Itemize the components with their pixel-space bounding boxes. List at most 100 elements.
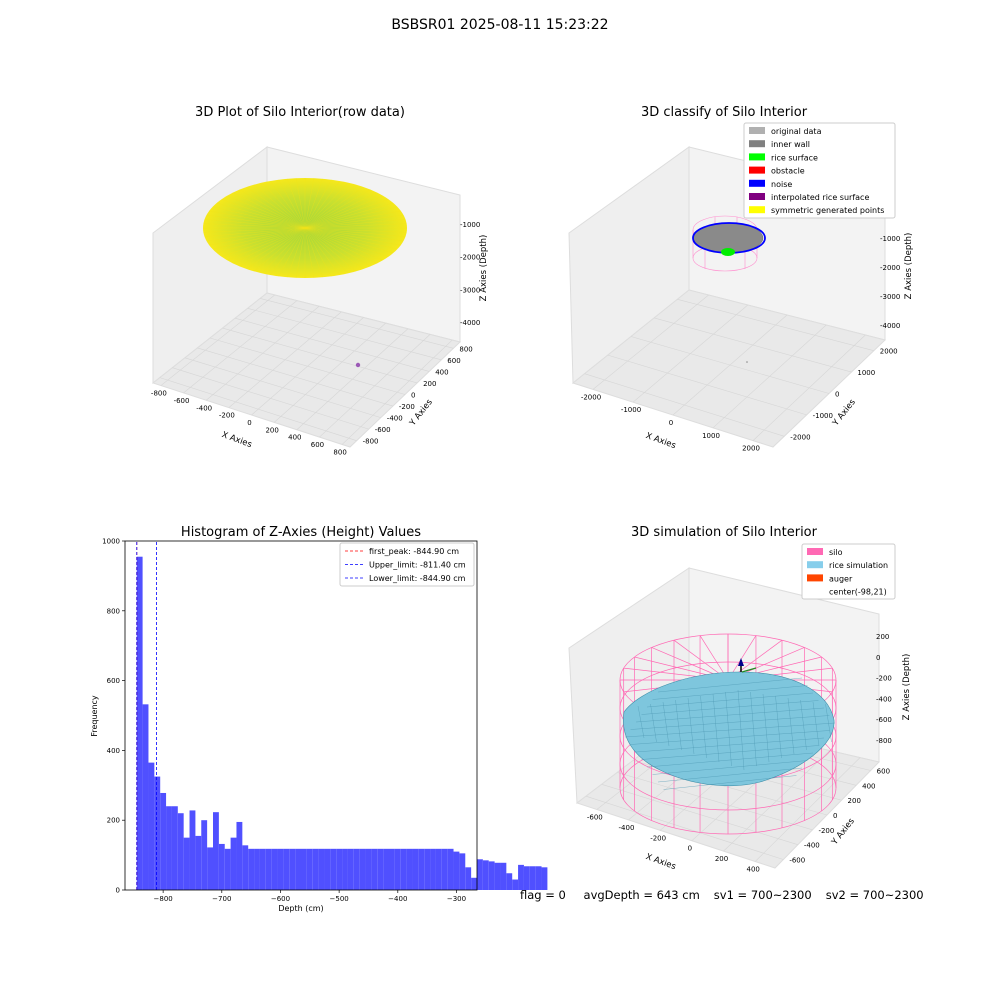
histogram-bar — [377, 848, 384, 890]
legend-swatch — [749, 140, 765, 148]
x-tick-label: −400 — [388, 895, 407, 903]
y-tick-label: 0 — [833, 812, 837, 820]
legend-label: Upper_limit: -811.40 cm — [369, 561, 466, 570]
histogram-bar — [441, 848, 448, 890]
x-tick-label: -600 — [174, 397, 190, 405]
histogram-bar — [277, 848, 284, 890]
mesh-line — [630, 715, 830, 730]
axis-ticks: −800 −700 −600 −500 −400 −300 0 200 400 600 800 100… — [102, 538, 466, 904]
y-tick-label: 200 — [848, 797, 861, 805]
axis-ticks: -2000-1000010002000-2000-10000100020000-… — [581, 206, 901, 453]
histogram-bar — [447, 848, 454, 890]
mesh-line — [646, 752, 814, 768]
mesh-line — [712, 693, 720, 763]
mesh-line — [635, 707, 825, 723]
histogram-bar — [230, 837, 237, 890]
histogram-title: Histogram of Z-Axies (Height) Values — [181, 525, 421, 540]
mesh-line — [657, 677, 803, 693]
simulation-title: 3D simulation of Silo Interior — [631, 525, 818, 540]
legend-swatch — [749, 193, 765, 200]
histogram-bar — [359, 848, 366, 890]
histogram-bar — [394, 848, 401, 890]
y-tick-label: 600 — [107, 677, 120, 685]
x-tick-label: −500 — [330, 895, 349, 903]
panel-histogram: Histogram of Z-Axies (Height) Values −80… — [90, 525, 548, 913]
histogram-bar — [183, 837, 190, 890]
stray-point — [746, 361, 748, 363]
histogram-bar — [171, 806, 178, 890]
mesh-line — [762, 693, 770, 763]
x-tick-label: −300 — [447, 895, 466, 903]
y-tick-label: -400 — [804, 842, 820, 850]
legend-label: auger — [829, 574, 853, 583]
legend: silo rice simulation auger center(-98,21) — [807, 548, 888, 597]
avg-depth-text: avgDepth = 643 cm — [583, 888, 700, 902]
z-tick-label: -4000 — [460, 319, 480, 327]
y-tick-label: 200 — [423, 380, 436, 388]
histogram-bar — [424, 848, 431, 890]
histogram-bar — [254, 848, 260, 890]
mesh-line — [657, 767, 803, 783]
x-tick-label: -1000 — [621, 406, 641, 414]
y-tick-label: -600 — [375, 426, 391, 434]
flag-text: flag = 0 — [520, 888, 566, 902]
mesh-line — [652, 685, 808, 700]
y-tick-label: -200 — [818, 827, 834, 835]
z-tick-label: -2000 — [880, 264, 900, 272]
raw-points-rays — [203, 178, 407, 278]
histogram-bar — [160, 792, 167, 890]
x-tick-label: 0 — [669, 419, 673, 427]
z-tick-label: 200 — [876, 633, 889, 641]
y-tick-label: 800 — [459, 345, 472, 353]
legend-swatch — [807, 548, 823, 555]
panel-simulation-3d: 3D simulation of Silo Interior -600 -400 -… — [568, 525, 912, 874]
y-tick-label: 200 — [107, 817, 120, 825]
x-axis-label: X Axies — [644, 852, 677, 872]
y-tick-label: 600 — [877, 767, 890, 775]
histogram-bar — [389, 848, 395, 890]
z-tick-label: -3000 — [880, 293, 900, 301]
legend-label: rice surface — [771, 153, 818, 162]
histogram-bar — [248, 848, 255, 890]
histogram-bar — [412, 848, 419, 890]
histogram-bar — [418, 848, 425, 890]
legend: original data inner wall rice surface obsta… — [749, 127, 884, 215]
mesh-line — [737, 689, 745, 771]
legend-label: obstacle — [771, 167, 805, 176]
z-tick-label: -400 — [876, 695, 892, 703]
histogram-bar — [265, 848, 272, 890]
panel-classify-3d: 3D classify of Silo Interior -2000 -1000 0… — [568, 105, 914, 453]
x-tick-label: −700 — [212, 895, 231, 903]
histogram-bar — [207, 847, 213, 890]
legend-label: interpolated rice surface — [771, 193, 869, 202]
axis-ticks: -800-600-400-2000200400600800-800-600-40… — [151, 221, 480, 456]
x-axis-label: Depth (cm) — [278, 904, 323, 913]
legend-label: center(-98,21) — [829, 588, 887, 597]
x-tick-label: 400 — [747, 866, 760, 874]
histogram-bar — [142, 704, 149, 890]
x-tick-label: −600 — [271, 895, 290, 903]
x-tick-label: 0 — [247, 419, 251, 427]
y-tick-label: -200 — [399, 403, 415, 411]
histogram-bar — [529, 866, 536, 890]
histogram-bar — [400, 848, 407, 890]
y-tick-label: 600 — [447, 357, 460, 365]
histogram-bar — [154, 776, 161, 890]
histogram-bar — [148, 762, 155, 890]
legend-swatch — [807, 561, 823, 569]
histogram-bar — [353, 848, 360, 890]
histogram-bar — [242, 845, 249, 890]
y-tick-label: 800 — [107, 607, 120, 615]
status-footer: flag = 0 avgDepth = 643 cm sv1 = 700~2300… — [520, 888, 938, 902]
x-tick-label: -400 — [196, 404, 212, 412]
histogram-bar — [518, 864, 524, 890]
outlier-point — [355, 362, 361, 368]
histogram-bar — [488, 861, 495, 890]
mesh-line — [787, 697, 795, 755]
histogram-bar — [259, 848, 266, 890]
x-tick-label: 600 — [311, 441, 324, 449]
histogram-bar — [236, 821, 243, 890]
x-tick-label: -600 — [587, 814, 603, 822]
plot-frame — [124, 540, 478, 891]
x-tick-label: 2000 — [742, 445, 760, 453]
